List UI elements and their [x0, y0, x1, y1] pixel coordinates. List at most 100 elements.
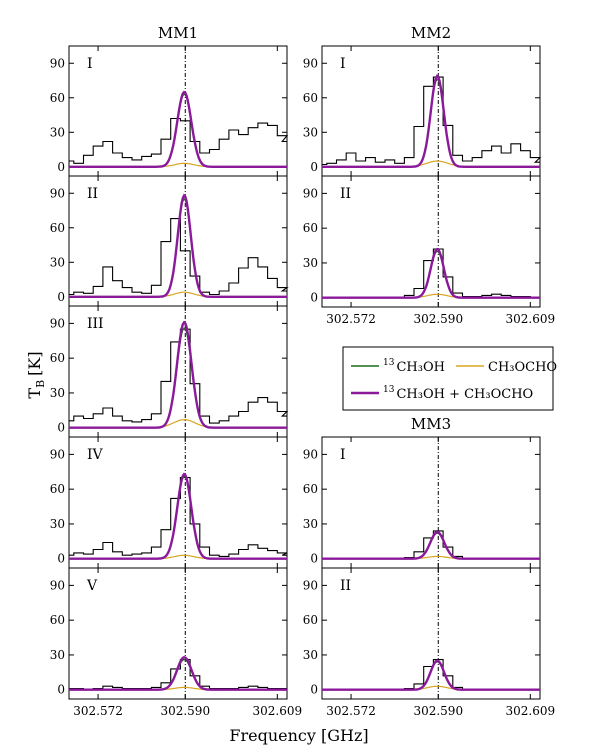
x-tick-label: 302.609: [252, 704, 302, 718]
y-tick-label: 0: [310, 160, 318, 174]
y-tick-label: 30: [303, 125, 318, 139]
model-13ch3oh-ch3ocho: [322, 659, 540, 691]
y-tick-label: 30: [50, 386, 65, 400]
y-tick-label: 60: [303, 91, 318, 105]
panel-mm3-ii: 0 30 60 90 302.572 302.590 302.609 II: [303, 567, 555, 718]
y-tick-label: 60: [303, 613, 318, 627]
model-13ch3oh-ch3ocho: [69, 193, 287, 298]
observed-spectrum: [322, 248, 540, 299]
y-tick-label: 90: [50, 316, 65, 330]
y-axis-label: TB[K]: [25, 351, 47, 398]
y-tick-label: 60: [50, 351, 65, 365]
x-axis-label: Frequency [GHz]: [229, 726, 368, 745]
y-tick-label: 60: [50, 221, 65, 235]
x-tick-label: 302.590: [413, 312, 463, 326]
y-tick-label: 0: [310, 683, 318, 697]
y-tick-label: 30: [303, 517, 318, 531]
y-tick-label: 0: [57, 160, 65, 174]
model-ch3ocho: [69, 419, 287, 429]
legend-label-ch3ocho: CH₃OCHO: [488, 360, 557, 375]
observed-spectrum: [69, 328, 289, 424]
panel-label: V: [86, 578, 98, 594]
legend-box: [342, 346, 554, 411]
y-tick-label: 0: [57, 290, 65, 304]
x-tick-label: 302.590: [413, 704, 463, 718]
legend-label-13ch3oh: 13 CH₃OH: [383, 358, 445, 375]
model-13ch3oh-ch3ocho: [322, 530, 540, 560]
y-tick-label: 90: [50, 578, 65, 592]
panel-label: III: [87, 316, 104, 332]
y-tick-label: 30: [50, 255, 65, 269]
model-13ch3oh-ch3ocho: [69, 656, 287, 691]
panel-label: I: [87, 56, 93, 72]
y-tick-label: 30: [50, 648, 65, 662]
group-title: MM3: [411, 415, 451, 433]
panel-mm1-i: MM1 0 30 60 90 I: [50, 24, 289, 177]
y-tick-label: 60: [50, 613, 65, 627]
y-tick-label: 90: [50, 186, 65, 200]
group-title: MM1: [158, 24, 198, 42]
model-13ch3oh-ch3ocho: [322, 74, 540, 168]
panel-mm3-i: MM3 0 30 60 90 I: [303, 415, 541, 569]
panel-label: I: [340, 56, 346, 72]
legend-label-sum: 13 CH₃OH + CH₃OCHO: [383, 385, 533, 402]
axes-frame: [321, 436, 541, 569]
model-13ch3oh-ch3ocho: [322, 247, 540, 299]
model-13ch3oh-ch3ocho: [69, 90, 287, 168]
model-13ch3oh-ch3ocho: [69, 472, 287, 560]
observed-spectrum: [69, 218, 289, 296]
panel-label: IV: [87, 447, 104, 463]
x-tick-label: 302.609: [505, 312, 555, 326]
y-tick-label: 30: [50, 517, 65, 531]
y-tick-label: 60: [50, 91, 65, 105]
x-tick-label: 302.572: [73, 704, 123, 718]
y-tick-label: 60: [303, 221, 318, 235]
x-tick-label: 302.572: [326, 312, 376, 326]
panel-label: II: [340, 578, 351, 594]
y-tick-label: 0: [310, 552, 318, 566]
model-13ch3oh: [69, 198, 287, 298]
observed-spectrum: [322, 530, 540, 560]
model-13ch3oh: [69, 327, 287, 429]
y-tick-label: 30: [50, 125, 65, 139]
model-13ch3oh: [69, 475, 287, 560]
y-tick-label: 0: [57, 421, 65, 435]
model-13ch3oh: [322, 532, 540, 560]
observed-spectrum: [69, 117, 289, 164]
model-13ch3oh: [69, 93, 287, 168]
observed-spectrum: [322, 76, 542, 166]
panel-label: II: [87, 186, 98, 202]
panel-label: I: [340, 447, 346, 463]
x-tick-label: 302.572: [326, 704, 376, 718]
model-13ch3oh-ch3ocho: [69, 320, 287, 429]
x-tick-label: 302.609: [505, 704, 555, 718]
axes-frame: [321, 567, 541, 700]
panel-label: II: [340, 186, 351, 202]
y-tick-label: 90: [303, 447, 318, 461]
panel-mm2-i: MM2 0 30 60 90 I: [303, 24, 542, 177]
y-tick-label: 60: [303, 482, 318, 496]
panel-mm2-ii: 0 30 60 90 302.572 302.590 302.609 II: [303, 175, 555, 326]
x-tick-label: 302.590: [160, 704, 210, 718]
y-tick-label: 90: [50, 56, 65, 70]
panel-mm1-v: 0 30 60 90 302.572 302.590 302.609 V: [50, 567, 302, 718]
y-tick-label: 90: [303, 186, 318, 200]
y-tick-label: 30: [303, 648, 318, 662]
y-tick-label: 60: [50, 482, 65, 496]
group-title: MM2: [411, 24, 451, 42]
y-tick-label: 30: [303, 256, 318, 270]
axes-frame: [68, 567, 288, 700]
y-tick-label: 0: [57, 552, 65, 566]
axes-frame: [321, 175, 541, 308]
y-tick-label: 90: [303, 578, 318, 592]
model-13ch3oh: [322, 78, 540, 168]
y-tick-label: 0: [57, 683, 65, 697]
panel-mm1-iii: 0 30 60 90 III: [50, 305, 289, 438]
y-tick-label: 90: [50, 447, 65, 461]
y-tick-label: 0: [310, 291, 318, 305]
observed-spectrum: [69, 477, 288, 557]
y-tick-label: 90: [303, 56, 318, 70]
panel-mm1-iv: 0 30 60 90 IV: [50, 436, 288, 569]
